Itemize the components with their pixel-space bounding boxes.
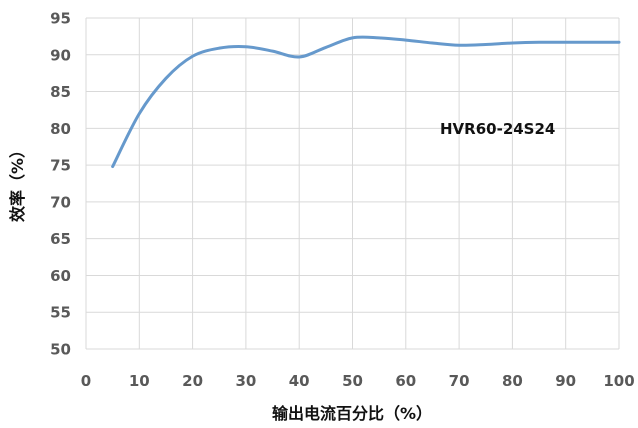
- data-point-30: [244, 45, 248, 49]
- data-point-25: [217, 46, 221, 50]
- y-tick-label-85: 85: [50, 83, 71, 101]
- x-tick-label-40: 40: [289, 372, 310, 390]
- data-point-40: [297, 55, 301, 59]
- data-point-20: [191, 54, 195, 58]
- x-tick-label-100: 100: [603, 372, 634, 390]
- data-point-50: [351, 36, 355, 40]
- x-tick-label-10: 10: [129, 372, 150, 390]
- data-point-55: [377, 36, 381, 40]
- efficiency-series-line-0: [111, 35, 621, 169]
- x-tick-label-60: 60: [395, 372, 416, 390]
- y-tick-label-65: 65: [50, 230, 71, 248]
- data-point-90: [564, 40, 568, 44]
- y-tick-label-95: 95: [50, 10, 71, 28]
- data-point-95: [590, 40, 594, 44]
- data-point-60: [404, 38, 408, 42]
- data-point-45: [324, 45, 328, 49]
- tick-labels: 0 10 20 30 40 50 60 70 80 90 100 50 55 60 65 70 75 80 85 90…: [50, 10, 635, 391]
- gridlines: [85, 17, 620, 350]
- y-tick-label-75: 75: [50, 157, 71, 175]
- data-point-35: [271, 49, 275, 53]
- x-tick-label-30: 30: [235, 372, 256, 390]
- y-tick-label-50: 50: [50, 341, 71, 359]
- data-point-80: [510, 41, 514, 45]
- y-tick-label-60: 60: [50, 267, 71, 285]
- data-point-85: [537, 40, 541, 44]
- data-point-10: [137, 112, 141, 116]
- x-tick-label-90: 90: [555, 372, 576, 390]
- y-tick-label-55: 55: [50, 304, 71, 322]
- y-tick-label-80: 80: [50, 120, 71, 138]
- data-point-100: [617, 40, 621, 44]
- series-layer: [111, 35, 621, 169]
- x-tick-label-80: 80: [502, 372, 523, 390]
- data-point-75: [484, 42, 488, 46]
- x-tick-label-70: 70: [449, 372, 470, 390]
- y-tick-label-70: 70: [50, 193, 71, 211]
- x-tick-label-50: 50: [342, 372, 363, 390]
- x-tick-label-0: 0: [81, 372, 91, 390]
- data-point-15: [164, 76, 168, 80]
- x-tick-label-20: 20: [182, 372, 203, 390]
- model-annotation: HVR60-24S24: [440, 120, 555, 138]
- data-point-70: [457, 43, 461, 47]
- x-axis-title: 输出电流百分比（%）: [272, 404, 432, 423]
- y-tick-label-90: 90: [50, 46, 71, 64]
- data-point-65: [430, 41, 434, 45]
- y-axis-title: 效率（%）: [8, 142, 27, 222]
- data-point-5: [111, 165, 115, 169]
